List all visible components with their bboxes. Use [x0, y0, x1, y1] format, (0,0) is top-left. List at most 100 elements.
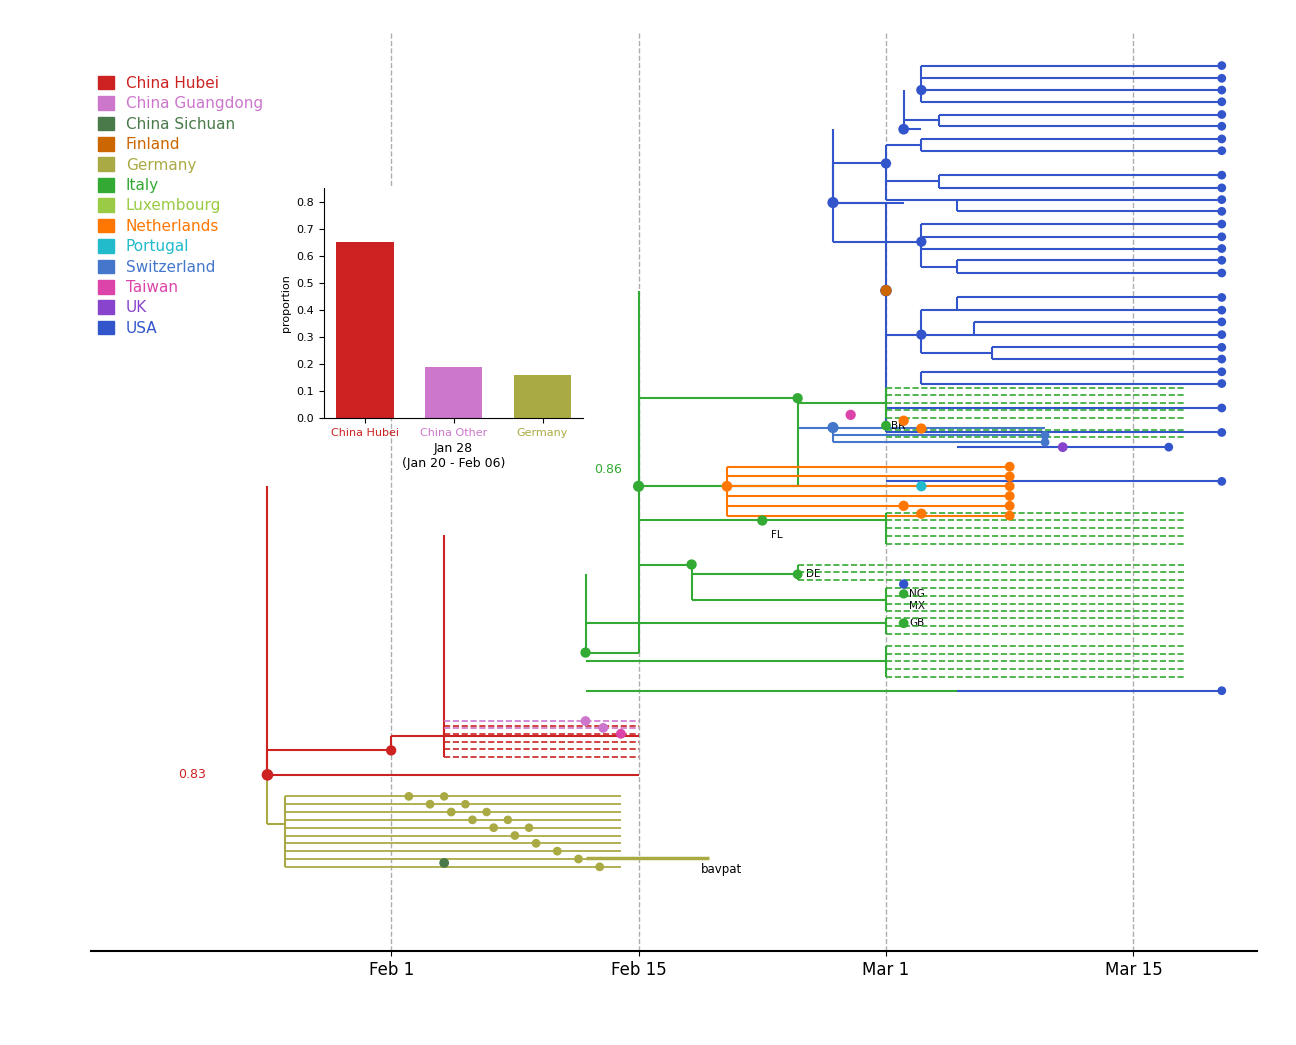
Point	[911, 478, 932, 494]
Point	[787, 390, 807, 407]
Point	[1212, 339, 1232, 355]
Text: GB: GB	[908, 619, 924, 628]
Point	[1034, 434, 1055, 450]
Point	[1212, 682, 1232, 699]
Point	[999, 507, 1020, 524]
Point	[476, 804, 496, 820]
Point	[999, 468, 1020, 485]
Point	[1212, 252, 1232, 269]
Point	[1212, 399, 1232, 416]
Point	[1212, 131, 1232, 147]
Point	[1212, 118, 1232, 135]
Point	[1212, 302, 1232, 319]
Point	[590, 858, 610, 875]
Point	[999, 488, 1020, 505]
Text: FL: FL	[771, 530, 783, 540]
Point	[483, 819, 504, 836]
Point	[420, 796, 441, 813]
Point	[1212, 93, 1232, 110]
Point	[876, 282, 897, 299]
Point	[1212, 107, 1232, 123]
Point	[547, 843, 568, 860]
Point	[752, 512, 772, 529]
Y-axis label: proportion: proportion	[281, 274, 292, 332]
Point	[1212, 289, 1232, 306]
Point	[682, 556, 702, 573]
Text: bavpat: bavpat	[700, 863, 741, 876]
Text: NG: NG	[908, 589, 925, 599]
Point	[381, 742, 402, 759]
Point	[568, 851, 588, 867]
Text: BR: BR	[892, 420, 906, 431]
Point	[1212, 364, 1232, 380]
Point	[575, 644, 596, 660]
Point	[893, 413, 914, 429]
Bar	[513, 375, 572, 418]
Point	[1159, 439, 1179, 456]
Point	[999, 478, 1020, 494]
Text: 0.86: 0.86	[595, 464, 622, 477]
Point	[876, 155, 897, 171]
Bar	[336, 242, 394, 418]
Point	[257, 766, 277, 783]
Point	[840, 407, 861, 423]
Point	[498, 812, 518, 829]
Point	[1212, 191, 1232, 208]
Point	[1052, 439, 1073, 456]
Point	[518, 819, 539, 836]
Text: 0.83: 0.83	[178, 768, 206, 782]
Point	[911, 82, 932, 98]
Bar	[425, 367, 482, 418]
Point	[398, 788, 419, 805]
Point	[1212, 229, 1232, 246]
Point	[434, 855, 455, 872]
Point	[876, 282, 897, 299]
Point	[911, 506, 932, 522]
Point	[1212, 180, 1232, 196]
Point	[911, 420, 932, 437]
Point	[1212, 82, 1232, 98]
Point	[1212, 215, 1232, 232]
Point	[575, 713, 596, 729]
Point	[455, 796, 476, 813]
Point	[592, 720, 613, 737]
Point	[911, 326, 932, 343]
Point	[434, 788, 455, 805]
Point	[893, 614, 914, 631]
Point	[1212, 240, 1232, 257]
Text: MX: MX	[908, 601, 925, 610]
Point	[893, 497, 914, 514]
Point	[717, 478, 737, 494]
Point	[893, 121, 914, 138]
Point	[893, 585, 914, 602]
Legend: China Hubei, China Guangdong, China Sichuan, Finland, Germany, Italy, Luxembourg: China Hubei, China Guangdong, China Sich…	[98, 76, 263, 335]
Point	[1212, 142, 1232, 159]
Point	[463, 812, 483, 829]
Point	[1212, 314, 1232, 330]
Point	[876, 417, 897, 434]
Point	[1212, 57, 1232, 74]
Point	[1212, 70, 1232, 87]
Point	[787, 566, 807, 583]
Point	[610, 725, 631, 742]
Point	[999, 459, 1020, 475]
Point	[526, 835, 547, 852]
Point	[999, 497, 1020, 514]
Point	[823, 194, 844, 211]
Point	[893, 576, 914, 593]
Point	[1212, 424, 1232, 441]
Point	[1212, 351, 1232, 368]
X-axis label: Jan 28
(Jan 20 - Feb 06): Jan 28 (Jan 20 - Feb 06)	[402, 442, 505, 470]
Point	[504, 828, 525, 844]
Text: DE: DE	[806, 570, 820, 579]
Point	[1212, 167, 1232, 184]
Point	[911, 233, 932, 250]
Point	[823, 419, 844, 436]
Point	[1212, 326, 1232, 343]
Point	[629, 478, 649, 494]
Point	[441, 804, 461, 820]
Point	[1212, 203, 1232, 219]
Point	[1212, 375, 1232, 392]
Point	[1212, 473, 1232, 490]
Point	[1212, 264, 1232, 281]
